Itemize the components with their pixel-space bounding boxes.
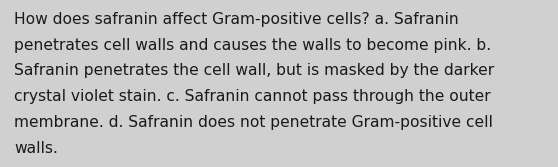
Text: membrane. d. Safranin does not penetrate Gram-positive cell: membrane. d. Safranin does not penetrate… (14, 115, 493, 130)
Text: How does safranin affect Gram-positive cells? a. Safranin: How does safranin affect Gram-positive c… (14, 12, 459, 27)
Text: crystal violet stain. c. Safranin cannot pass through the outer: crystal violet stain. c. Safranin cannot… (14, 89, 490, 104)
Text: penetrates cell walls and causes the walls to become pink. b.: penetrates cell walls and causes the wal… (14, 38, 491, 53)
Text: walls.: walls. (14, 141, 58, 156)
Text: Safranin penetrates the cell wall, but is masked by the darker: Safranin penetrates the cell wall, but i… (14, 63, 494, 78)
